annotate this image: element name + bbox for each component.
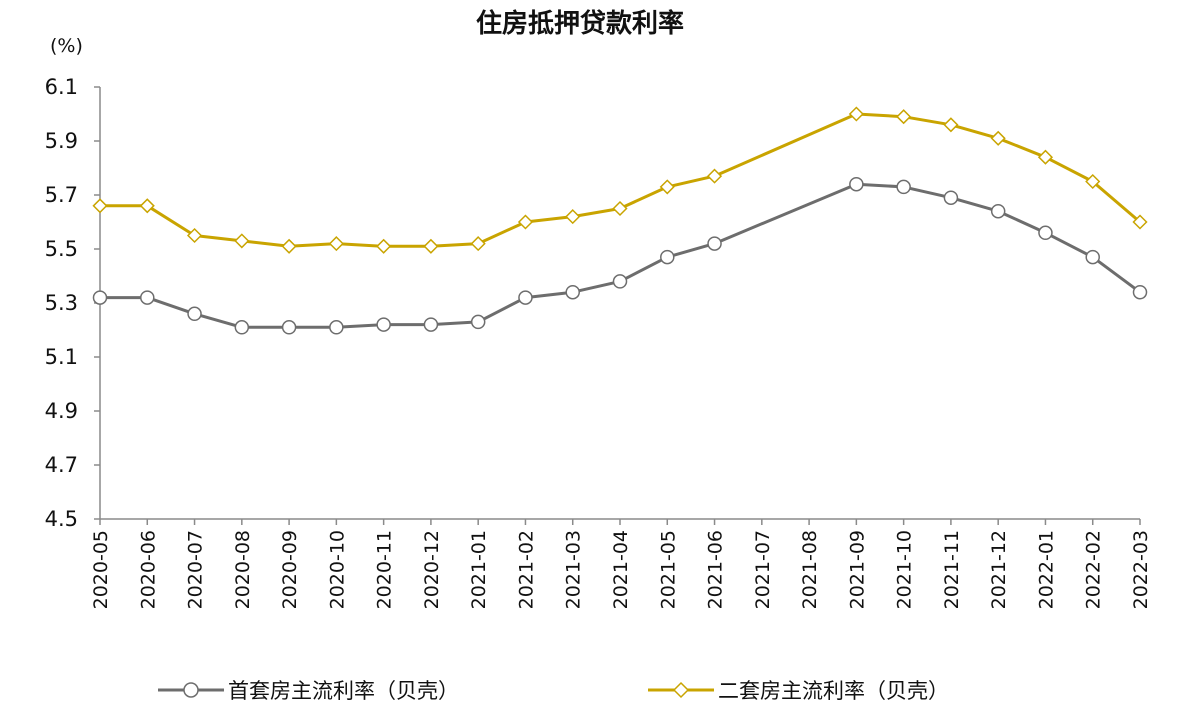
x-tick-label: 2021-05 (657, 530, 679, 609)
x-tick-label: 2021-03 (563, 530, 585, 609)
data-point-first-home (423, 317, 439, 332)
data-point-second-home (281, 238, 297, 254)
y-tick-label: 5.7 (45, 183, 78, 207)
x-tick-label: 2020-10 (326, 530, 348, 609)
x-tick-label: 2021-12 (988, 530, 1010, 609)
x-tick-label: 2021-08 (799, 530, 821, 609)
chart-title: 住房抵押贷款利率 (476, 8, 684, 39)
data-point-first-home (518, 290, 533, 305)
data-point-second-home (659, 179, 675, 195)
data-point-second-home (706, 168, 723, 184)
legend-label-second-home: 二套房主流利率（贝壳） (718, 679, 949, 703)
data-point-second-home (517, 214, 534, 230)
legend-label-first-home: 首套房主流利率（贝壳） (228, 679, 459, 703)
data-point-second-home (896, 109, 912, 125)
data-point-first-home (896, 179, 911, 195)
legend: 首套房主流利率（贝壳） 二套房主流利率（贝壳） (158, 679, 949, 703)
data-point-first-home (990, 203, 1006, 219)
y-tick-label: 4.7 (45, 453, 78, 477)
x-tick-label: 2021-10 (894, 530, 916, 609)
data-point-second-home (92, 198, 108, 214)
data-point-first-home (92, 290, 108, 305)
data-point-first-home (234, 320, 250, 335)
x-tick-label: 2020-08 (232, 530, 254, 609)
data-point-first-home (376, 317, 391, 332)
x-tick-label: 2020-09 (279, 530, 301, 609)
data-point-second-home (234, 233, 250, 249)
data-point-first-home (140, 290, 155, 305)
data-point-first-home (329, 320, 344, 335)
y-tick-label: 5.9 (45, 129, 78, 153)
data-point-first-home (660, 249, 675, 265)
data-point-first-home (1085, 249, 1100, 265)
x-tick-label: 2020-06 (137, 530, 159, 609)
legend-marker-second-home (672, 681, 690, 699)
y-axis-unit-label: (%) (50, 35, 83, 57)
y-tick-label: 4.9 (45, 399, 78, 423)
data-point-first-home (565, 284, 580, 300)
data-point-second-home (470, 236, 486, 252)
data-point-second-home (376, 238, 392, 254)
data-point-first-home (1038, 225, 1053, 241)
legend-marker-first-home (183, 682, 199, 698)
x-tick-label: 2021-11 (941, 530, 963, 609)
data-point-first-home (281, 320, 297, 335)
data-point-first-home (943, 190, 959, 205)
x-tick-label: 2022-02 (1083, 530, 1105, 609)
x-tick-label: 2020-05 (90, 530, 112, 609)
x-tick-label: 2022-01 (1035, 530, 1057, 609)
data-point-first-home (470, 314, 486, 330)
data-point-second-home (848, 106, 864, 122)
data-point-second-home (1132, 214, 1148, 230)
data-point-first-home (849, 176, 864, 192)
data-point-second-home (612, 200, 628, 217)
x-tick-label: 2021-07 (752, 530, 774, 609)
y-tick-label: 6.1 (45, 75, 78, 99)
data-point-second-home (139, 198, 155, 214)
x-tick-label: 2021-02 (515, 530, 537, 609)
data-point-first-home (707, 236, 722, 251)
data-point-second-home (1037, 149, 1054, 165)
y-tick-label: 5.1 (45, 345, 78, 369)
x-tick-label: 2022-03 (1130, 530, 1152, 609)
data-point-first-home (187, 306, 202, 322)
y-tick-label: 4.5 (45, 507, 78, 531)
data-point-second-home (1085, 173, 1101, 190)
series-line-second-home (100, 112, 1141, 248)
y-tick-label: 5.3 (45, 291, 78, 315)
data-point-first-home (1132, 284, 1148, 300)
data-point-second-home (565, 209, 581, 225)
data-point-second-home (186, 227, 203, 244)
x-tick-label: 2021-09 (846, 530, 868, 609)
axes: 6.1 5.9 5.7 5.5 5.3 5.1 4.9 4.7 4.5 2020-05 2020-0… (45, 75, 1152, 609)
x-tick-label: 2020-11 (374, 530, 396, 609)
x-tick-label: 2021-04 (610, 530, 632, 609)
data-point-second-home (943, 117, 959, 133)
data-point-first-home (612, 274, 628, 289)
series-layer (92, 106, 1148, 335)
data-point-second-home (423, 238, 439, 254)
y-tick-label: 5.5 (45, 237, 78, 261)
x-tick-label: 2021-01 (468, 530, 490, 609)
x-tick-label: 2021-06 (705, 530, 727, 609)
x-tick-label: 2020-12 (421, 530, 443, 609)
data-point-second-home (990, 130, 1006, 146)
x-tick-label: 2020-07 (185, 530, 207, 609)
data-point-second-home (328, 236, 344, 252)
